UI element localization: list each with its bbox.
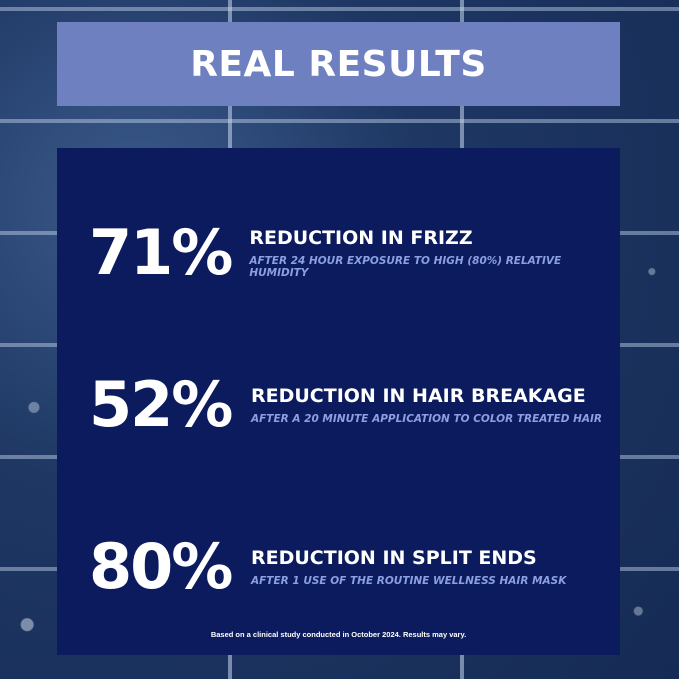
stat-title: REDUCTION IN FRIZZ: [249, 226, 473, 249]
stat-value: 52%: [89, 368, 233, 441]
stat-detail: AFTER 1 USE OF THE ROUTINE WELLNESS HAIR…: [251, 574, 567, 587]
stat-detail: AFTER A 20 MINUTE APPLICATION TO COLOR T…: [251, 412, 602, 425]
footnote: Based on a clinical study conducted in O…: [210, 630, 467, 639]
results-panel: 71% REDUCTION IN FRIZZ AFTER 24 HOUR EXP…: [57, 148, 620, 655]
stat-title: REDUCTION IN HAIR BREAKAGE: [251, 384, 586, 407]
stat-breakage: 52% REDUCTION IN HAIR BREAKAGE AFTER A 2…: [89, 368, 602, 441]
header-band: REAL RESULTS: [57, 22, 620, 106]
stat-title: REDUCTION IN SPLIT ENDS: [251, 546, 537, 569]
stat-detail: AFTER 24 HOUR EXPOSURE TO HIGH (80%) REL…: [249, 254, 562, 279]
page-title: REAL RESULTS: [190, 43, 487, 85]
stat-frizz: 71% REDUCTION IN FRIZZ AFTER 24 HOUR EXP…: [89, 216, 620, 289]
stat-value: 80%: [89, 530, 233, 603]
stat-split-ends: 80% REDUCTION IN SPLIT ENDS AFTER 1 USE …: [89, 530, 566, 603]
stat-value: 71%: [89, 216, 233, 289]
